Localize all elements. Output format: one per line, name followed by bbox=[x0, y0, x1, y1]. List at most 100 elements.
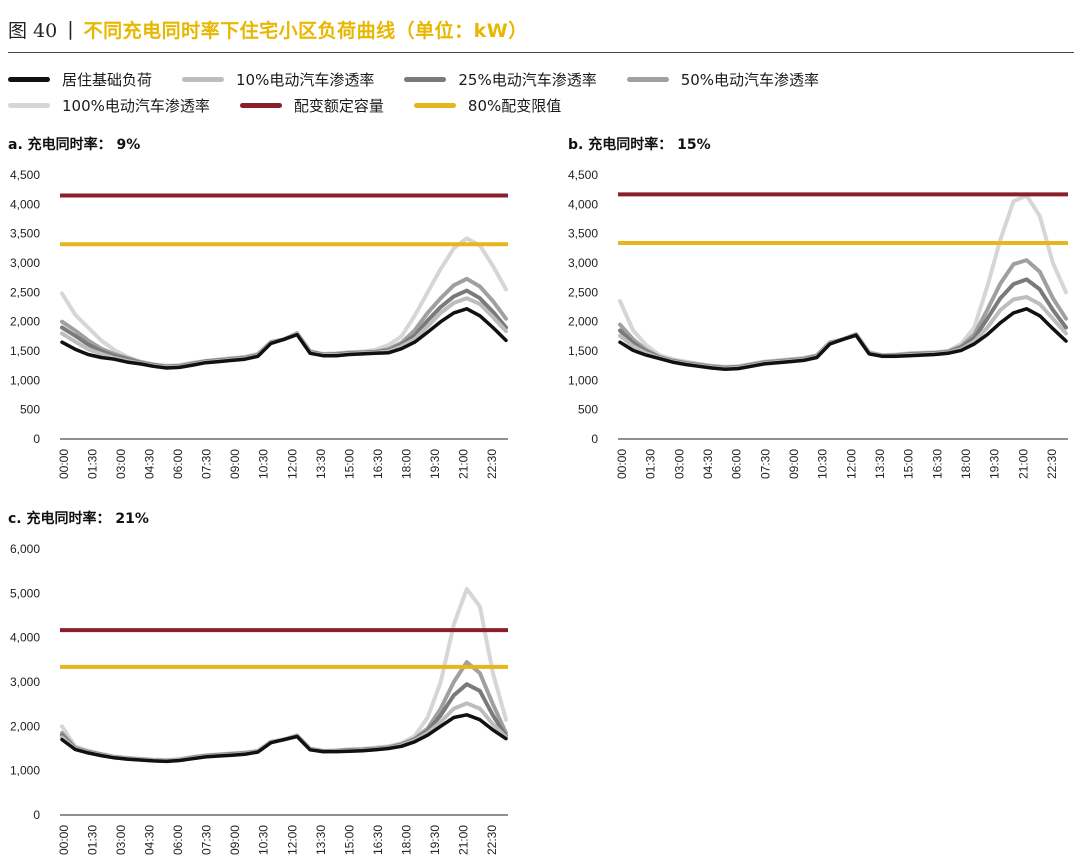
x-tick-label: 07:30 bbox=[200, 825, 214, 855]
legend-row-2: 100%电动汽车渗透率 配变额定容量 80%配变限值 bbox=[8, 92, 1068, 118]
chart-b: 0 500 1,000 1,500 2,000 2,500 3,000 3,500 4,000 4… bbox=[568, 168, 1068, 479]
x-tick-label: 09:00 bbox=[228, 825, 242, 855]
legend-swatch bbox=[239, 102, 282, 108]
x-tick-label: 01:30 bbox=[644, 449, 658, 479]
legend-label: 配变额定容量 bbox=[293, 96, 384, 115]
x-tick-label: 16:30 bbox=[371, 825, 385, 855]
legend-swatch bbox=[182, 76, 225, 82]
x-tick-label: 01:30 bbox=[86, 449, 100, 479]
series-line bbox=[60, 713, 508, 764]
panel-b-title: b. 充电同时率： 15% bbox=[568, 137, 711, 153]
x-tick-label: 07:30 bbox=[758, 449, 772, 479]
x-tick-label: 10:30 bbox=[257, 449, 271, 479]
x-tick-label: 22:30 bbox=[1045, 449, 1059, 479]
x-tick-label: 00:00 bbox=[615, 449, 629, 479]
legend-item: 100%电动汽车渗透率 bbox=[8, 95, 210, 116]
x-tick-label: 10:30 bbox=[816, 449, 830, 479]
x-tick-label: 12:00 bbox=[844, 449, 858, 479]
chart-c: 0 1,000 2,000 3,000 4,000 5,000 6,000 00:00 01:3… bbox=[10, 542, 508, 855]
x-tick-label: 18:00 bbox=[399, 825, 413, 855]
legend: 居住基础负荷 10%电动汽车渗透率 25%电动汽车渗透率 50%电动汽车渗透率 … bbox=[8, 66, 1068, 118]
legend-label: 25%电动汽车渗透率 bbox=[458, 70, 597, 89]
y-tick-label: 0 bbox=[33, 432, 40, 446]
y-tick-label: 2,500 bbox=[568, 285, 598, 299]
x-tick-label: 10:30 bbox=[257, 825, 271, 855]
legend-swatch bbox=[8, 76, 50, 82]
legend-item: 10%电动汽车渗透率 bbox=[182, 69, 374, 90]
legend-label: 80%配变限值 bbox=[467, 96, 562, 115]
header-rule bbox=[8, 52, 1074, 53]
legend-swatch bbox=[413, 102, 456, 108]
legend-item: 配变额定容量 bbox=[239, 95, 384, 116]
x-tick-label: 03:00 bbox=[114, 449, 128, 479]
y-tick-label: 1,000 bbox=[10, 373, 40, 387]
panel-c-title: c. 充电同时率： 21% bbox=[8, 511, 149, 527]
x-tick-label: 21:00 bbox=[1016, 449, 1030, 479]
x-tick-label: 00:00 bbox=[57, 449, 71, 479]
legend-label: 50%电动汽车渗透率 bbox=[680, 70, 820, 89]
x-tick-label: 16:30 bbox=[371, 449, 385, 479]
x-tick-label: 22:30 bbox=[485, 449, 499, 479]
legend-swatch bbox=[8, 102, 50, 108]
y-tick-label: 6,000 bbox=[10, 542, 40, 556]
y-tick-label: 5,000 bbox=[10, 586, 40, 600]
x-tick-label: 09:00 bbox=[787, 449, 801, 479]
y-tick-label: 1,000 bbox=[568, 373, 598, 387]
header-separator: | bbox=[67, 18, 74, 40]
x-tick-label: 00:00 bbox=[57, 825, 71, 855]
x-tick-label: 19:30 bbox=[428, 449, 442, 479]
y-tick-label: 2,000 bbox=[568, 315, 598, 329]
legend-swatch bbox=[626, 76, 669, 82]
y-tick-label: 3,500 bbox=[568, 227, 598, 241]
legend-row-1: 居住基础负荷 10%电动汽车渗透率 25%电动汽车渗透率 50%电动汽车渗透率 bbox=[8, 66, 1068, 92]
y-tick-label: 0 bbox=[33, 808, 40, 822]
x-tick-label: 19:30 bbox=[428, 825, 442, 855]
x-tick-label: 04:30 bbox=[701, 449, 715, 479]
legend-item: 80%配变限值 bbox=[413, 95, 562, 116]
x-tick-label: 09:00 bbox=[228, 449, 242, 479]
y-tick-label: 1,000 bbox=[10, 764, 40, 778]
y-tick-label: 4,000 bbox=[568, 197, 598, 211]
x-tick-label: 04:30 bbox=[143, 449, 157, 479]
y-tick-label: 4,500 bbox=[10, 168, 40, 182]
x-tick-label: 13:30 bbox=[314, 825, 328, 855]
panel-a-title: a. 充电同时率： 9% bbox=[8, 137, 141, 153]
legend-label: 100%电动汽车渗透率 bbox=[62, 96, 210, 115]
y-tick-label: 2,500 bbox=[10, 285, 40, 299]
x-tick-label: 21:00 bbox=[456, 825, 470, 855]
x-tick-label: 12:00 bbox=[285, 449, 299, 479]
y-tick-label: 1,500 bbox=[10, 344, 40, 358]
x-tick-label: 06:00 bbox=[730, 449, 744, 479]
x-tick-label: 15:00 bbox=[902, 449, 916, 479]
y-tick-label: 2,000 bbox=[10, 719, 40, 733]
x-tick-label: 03:00 bbox=[672, 449, 686, 479]
x-tick-label: 06:00 bbox=[171, 825, 185, 855]
y-tick-label: 3,500 bbox=[10, 227, 40, 241]
x-tick-label: 13:30 bbox=[873, 449, 887, 479]
series-line bbox=[618, 295, 1068, 371]
x-tick-label: 19:30 bbox=[988, 449, 1002, 479]
x-tick-label: 13:30 bbox=[314, 449, 328, 479]
legend-item: 50%电动汽车渗透率 bbox=[626, 69, 820, 90]
x-tick-label: 03:00 bbox=[114, 825, 128, 855]
x-tick-label: 04:30 bbox=[143, 825, 157, 855]
chart-a: 0 500 1,000 1,500 2,000 2,500 3,000 3,500 4,000 4… bbox=[10, 168, 508, 479]
x-tick-label: 15:00 bbox=[342, 825, 356, 855]
x-tick-label: 15:00 bbox=[342, 449, 356, 479]
y-tick-label: 1,500 bbox=[568, 344, 598, 358]
x-tick-label: 01:30 bbox=[86, 825, 100, 855]
y-tick-label: 3,000 bbox=[10, 256, 40, 270]
series-line bbox=[60, 307, 508, 370]
x-tick-label: 22:30 bbox=[485, 825, 499, 855]
figure-title: 不同充电同时率下住宅小区负荷曲线（单位：kW） bbox=[83, 19, 528, 42]
legend-label: 10%电动汽车渗透率 bbox=[236, 70, 375, 89]
x-tick-label: 18:00 bbox=[959, 449, 973, 479]
y-tick-label: 0 bbox=[591, 432, 598, 446]
legend-swatch bbox=[404, 76, 447, 82]
figure-header: 图 40 | 不同充电同时率下住宅小区负荷曲线（单位：kW） bbox=[8, 12, 528, 46]
series-line bbox=[60, 586, 508, 762]
y-tick-label: 500 bbox=[20, 403, 40, 417]
figure-label: 图 40 bbox=[8, 19, 58, 42]
series-line bbox=[618, 307, 1068, 371]
x-tick-label: 16:30 bbox=[930, 449, 944, 479]
